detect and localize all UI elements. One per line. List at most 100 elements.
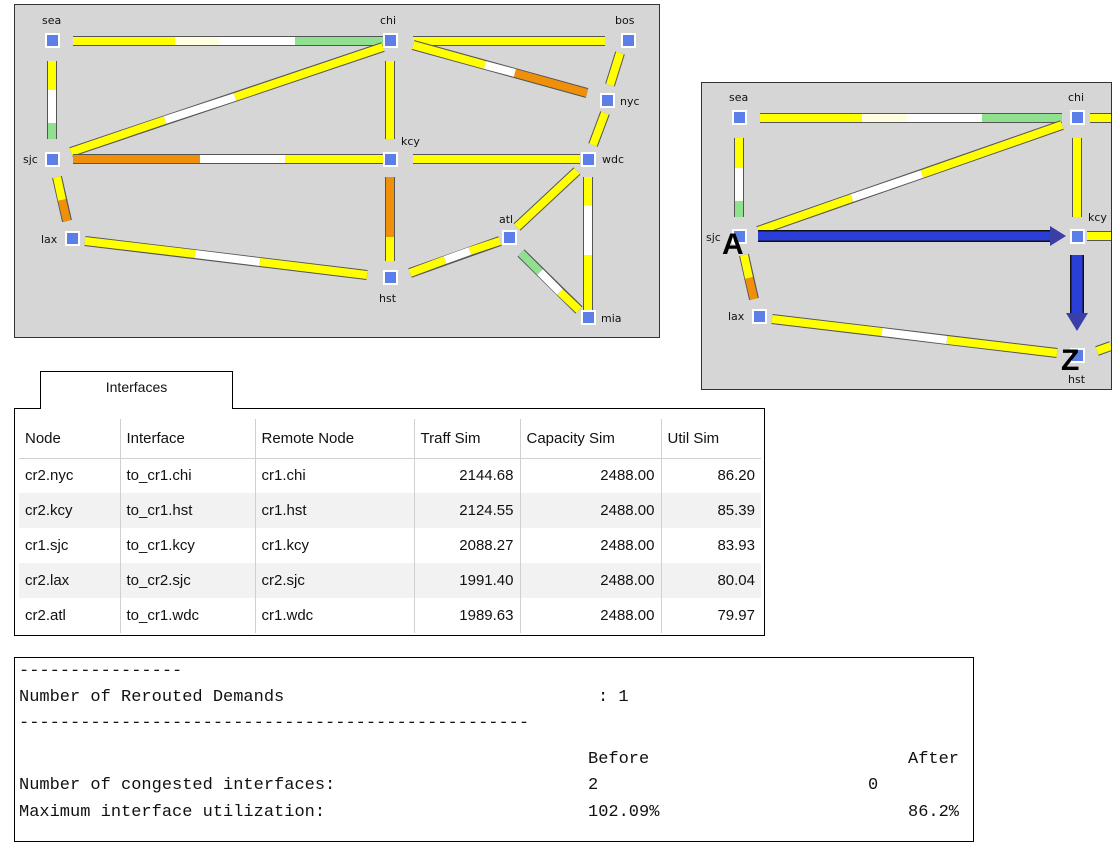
- link-sjc-chi[interactable]: [756, 120, 1064, 236]
- link-lax-hst[interactable]: [84, 236, 368, 280]
- node-kcy[interactable]: [1070, 229, 1085, 244]
- cell-interface: to_cr1.hst: [120, 493, 256, 528]
- report-rerouted-label: Number of Rerouted Demands: [19, 688, 285, 707]
- report-congested-after: 0: [868, 776, 879, 795]
- cell-remote-node: cr1.hst: [255, 493, 415, 528]
- node-lax[interactable]: [752, 309, 767, 324]
- report-max-util-after: 86.2%: [908, 803, 960, 822]
- network-map-left-canvas: sea chi bos nyc sjc kcy wdc atl lax hst …: [23, 14, 640, 325]
- node-label-sea: sea: [42, 14, 61, 27]
- column-header-node[interactable]: Node: [19, 419, 121, 459]
- cell-node: cr1.sjc: [19, 528, 121, 563]
- node-lax[interactable]: [65, 231, 80, 246]
- report-divider-short: ----------------: [19, 662, 183, 681]
- link-atl-mia[interactable]: [517, 249, 583, 314]
- node-label-mia: mia: [601, 312, 622, 325]
- node-hst[interactable]: [383, 270, 398, 285]
- node-sjc[interactable]: [45, 152, 60, 167]
- link-hst-atl[interactable]: [1095, 341, 1111, 356]
- interfaces-table: Node Interface Remote Node Traff Sim Cap…: [19, 419, 761, 633]
- link-lax-hst[interactable]: [771, 314, 1058, 358]
- cell-traff-sim: 1991.40: [414, 563, 521, 598]
- link-sjc-lax[interactable]: [739, 253, 759, 301]
- node-label-chi: chi: [380, 14, 396, 27]
- link-kcy-hst[interactable]: [1066, 255, 1088, 331]
- node-label-sjc: sjc: [23, 153, 38, 166]
- cell-node: cr2.lax: [19, 563, 121, 598]
- report-max-util-before: 102.09%: [588, 803, 660, 822]
- node-chi[interactable]: [1070, 110, 1085, 125]
- cell-capacity-sim: 2488.00: [520, 598, 662, 633]
- node-nyc[interactable]: [600, 93, 615, 108]
- table-row[interactable]: cr1.sjc to_cr1.kcy cr1.kcy 2088.27 2488.…: [19, 528, 761, 563]
- cell-interface: to_cr1.chi: [120, 458, 256, 493]
- node-label-wdc: wdc: [602, 153, 624, 166]
- table-header-row: Node Interface Remote Node Traff Sim Cap…: [19, 419, 761, 459]
- cell-traff-sim: 1989.63: [414, 598, 521, 633]
- link-hst-atl[interactable]: [408, 236, 502, 278]
- cell-util-sim: 80.04: [661, 563, 761, 598]
- cell-capacity-sim: 2488.00: [520, 528, 662, 563]
- node-kcy[interactable]: [383, 152, 398, 167]
- report-before-header: Before: [588, 750, 650, 769]
- network-map-right[interactable]: sea chi sjc kcy lax hst A Z: [701, 82, 1112, 390]
- reroute-report: ---------------- Number of Rerouted Dema…: [14, 657, 974, 842]
- node-sjc[interactable]: [732, 229, 747, 244]
- cell-util-sim: 86.20: [717, 467, 755, 485]
- cell-node: cr2.nyc: [19, 458, 121, 493]
- cell-traff-sim: 2144.68: [414, 458, 521, 493]
- cell-remote-node: cr1.chi: [255, 458, 415, 493]
- cell-capacity-sim: 2488.00: [520, 493, 662, 528]
- link-sjc-lax[interactable]: [52, 175, 72, 223]
- node-sea[interactable]: [732, 110, 747, 125]
- link-sjc-chi[interactable]: [69, 42, 385, 157]
- network-map-left[interactable]: sea chi bos nyc sjc kcy wdc atl lax hst …: [14, 4, 660, 338]
- arrow-head-south: [1066, 313, 1088, 331]
- node-hst[interactable]: [1070, 348, 1085, 363]
- column-header-capacity-sim[interactable]: Capacity Sim: [520, 419, 662, 459]
- node-mia[interactable]: [581, 310, 596, 325]
- cell-remote-node: cr2.sjc: [255, 563, 415, 598]
- node-label-sjc: sjc: [706, 231, 721, 244]
- node-label-sea: sea: [729, 91, 748, 104]
- tab-interfaces-label: Interfaces: [105, 379, 168, 395]
- table-row[interactable]: cr2.kcy to_cr1.hst cr1.hst 2124.55 2488.…: [19, 493, 761, 528]
- link-bos-nyc[interactable]: [605, 51, 625, 87]
- column-header-interface[interactable]: Interface: [120, 419, 256, 459]
- node-label-lax: lax: [728, 310, 745, 323]
- node-label-nyc: nyc: [620, 95, 640, 108]
- cell-interface: to_cr1.wdc: [120, 598, 256, 633]
- arrow-head-east: [1050, 226, 1066, 246]
- link-chi-nyc[interactable]: [411, 40, 589, 98]
- node-label-lax: lax: [41, 233, 58, 246]
- table-row[interactable]: cr2.lax to_cr2.sjc cr2.sjc 1991.40 2488.…: [19, 563, 761, 598]
- report-divider-long: ----------------------------------------…: [19, 714, 530, 733]
- link-sjc-kcy[interactable]: [758, 226, 1066, 246]
- report-max-util-label: Maximum interface utilization:: [19, 803, 326, 822]
- table-row[interactable]: cr2.atl to_cr1.wdc cr1.wdc 1989.63 2488.…: [19, 598, 761, 633]
- table-row[interactable]: cr2.nyc to_cr1.chi cr1.chi 2144.68 2488.…: [19, 458, 761, 493]
- node-wdc[interactable]: [581, 152, 596, 167]
- cell-util-sim: 79.97: [717, 607, 755, 624]
- node-label-kcy: kcy: [401, 135, 420, 148]
- node-label-atl: atl: [499, 213, 513, 226]
- node-chi[interactable]: [383, 33, 398, 48]
- interfaces-table-panel: Node Interface Remote Node Traff Sim Cap…: [14, 408, 765, 636]
- cell-interface: to_cr1.kcy: [120, 528, 256, 563]
- cell-capacity-sim: 2488.00: [520, 563, 662, 598]
- node-label-hst: hst: [379, 292, 397, 305]
- node-label-bos: bos: [615, 14, 635, 27]
- link-nyc-wdc[interactable]: [588, 111, 610, 147]
- node-bos[interactable]: [621, 33, 636, 48]
- node-sea[interactable]: [45, 33, 60, 48]
- column-header-traff-sim[interactable]: Traff Sim: [414, 419, 521, 459]
- cell-remote-node: cr1.kcy: [255, 528, 415, 563]
- column-header-util-sim[interactable]: Util Sim: [661, 419, 761, 459]
- cell-node: cr2.kcy: [19, 493, 121, 528]
- link-wdc-atl[interactable]: [513, 167, 581, 231]
- node-atl[interactable]: [502, 230, 517, 245]
- column-header-remote-node[interactable]: Remote Node: [255, 419, 415, 459]
- cell-node: cr2.atl: [19, 598, 121, 633]
- tab-interfaces[interactable]: Interfaces: [40, 371, 233, 409]
- cell-traff-sim: 2124.55: [414, 493, 521, 528]
